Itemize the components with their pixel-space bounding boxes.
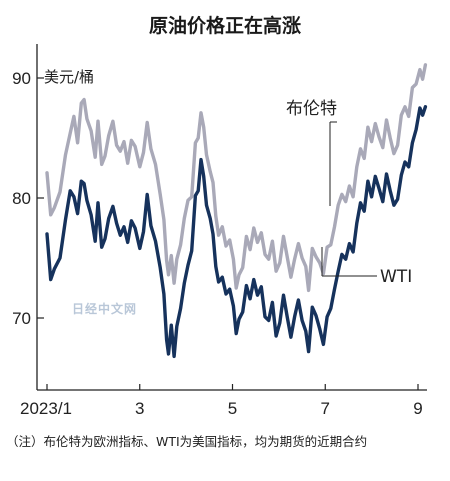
series-label-wti: WTI bbox=[380, 267, 412, 287]
watermark-text: 日经中文网 bbox=[72, 301, 137, 316]
y-tick-label: 80 bbox=[12, 189, 31, 208]
x-tick-label: 2023/1 bbox=[20, 399, 72, 418]
y-tick-label: 90 bbox=[12, 69, 31, 88]
series-lines bbox=[45, 63, 428, 359]
wti-series-line bbox=[45, 105, 428, 359]
brent-series-line bbox=[45, 63, 428, 293]
footnote: （注）布伦特为欧洲指标、WTI为美国指标，均为期货的近期合约 bbox=[6, 434, 367, 449]
series-label-brent: 布伦特 bbox=[286, 99, 337, 119]
x-tick-label: 3 bbox=[135, 399, 144, 418]
x-tick-label: 7 bbox=[321, 399, 330, 418]
x-tick-label: 5 bbox=[228, 399, 237, 418]
x-tick-label: 9 bbox=[413, 399, 422, 418]
chart-title: 原油价格正在高涨 bbox=[149, 14, 301, 37]
unit-label: 美元/桶 bbox=[44, 68, 94, 86]
x-axis-ticks: 2023/1 3 5 7 9 bbox=[20, 384, 423, 418]
y-axis-ticks: 70 80 90 bbox=[12, 69, 44, 328]
plot-area: 70 80 90 2023/1 3 5 7 9 美元/桶 日经中文网 布伦特 WTI bbox=[12, 44, 428, 418]
y-tick-label: 70 bbox=[12, 309, 31, 328]
